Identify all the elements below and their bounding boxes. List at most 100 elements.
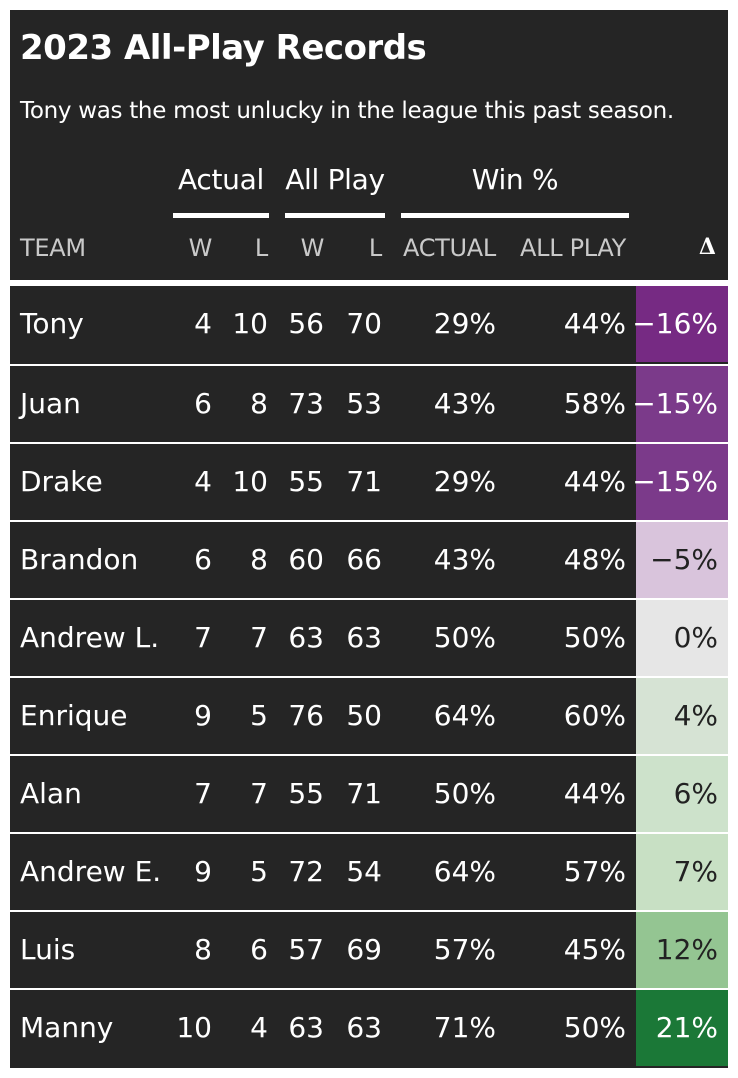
delta-value: −15% xyxy=(632,387,718,420)
table-row: Juan 6 8 73 53 43% 58% −15% xyxy=(10,364,728,442)
cell-allplay-l: 63 xyxy=(346,621,382,654)
cell-win-actual: 64% xyxy=(433,699,496,732)
cell-actual-w: 9 xyxy=(194,699,212,732)
table-row: Alan 7 7 55 71 50% 44% 6% xyxy=(10,754,728,832)
cell-allplay-w: 76 xyxy=(288,699,324,732)
delta-cell: −16% xyxy=(632,286,728,362)
table-row: Tony 4 10 56 70 29% 44% −16% xyxy=(10,286,728,364)
cell-actual-w: 7 xyxy=(194,777,212,810)
delta-value: 0% xyxy=(673,621,718,654)
cell-actual-w: 4 xyxy=(194,465,212,498)
cell-actual-w: 8 xyxy=(194,933,212,966)
cell-actual-l: 5 xyxy=(250,699,268,732)
cell-actual-w: 6 xyxy=(194,543,212,576)
cell-win-allplay: 50% xyxy=(563,1011,626,1044)
delta-value: −15% xyxy=(632,465,718,498)
header-divider xyxy=(10,280,728,286)
cell-actual-l: 10 xyxy=(232,465,268,498)
cell-allplay-w: 72 xyxy=(288,855,324,888)
cell-allplay-w: 63 xyxy=(288,1011,324,1044)
cell-allplay-l: 50 xyxy=(346,699,382,732)
column-header-actual-w: W xyxy=(188,234,213,262)
cell-win-actual: 57% xyxy=(433,933,496,966)
cell-win-allplay: 44% xyxy=(563,307,626,340)
cell-actual-w: 10 xyxy=(176,1011,212,1044)
cell-actual-l: 8 xyxy=(250,543,268,576)
cell-actual-l: 6 xyxy=(250,933,268,966)
cell-win-actual: 43% xyxy=(433,387,496,420)
cell-actual-l: 5 xyxy=(250,855,268,888)
cell-team: Luis xyxy=(20,933,76,966)
cell-team: Drake xyxy=(20,465,103,498)
table-row: Andrew E. 9 5 72 54 64% 57% 7% xyxy=(10,832,728,910)
cell-team: Brandon xyxy=(20,543,139,576)
cell-win-actual: 71% xyxy=(433,1011,496,1044)
table-subtitle: Tony was the most unlucky in the league … xyxy=(20,98,674,124)
column-header-allplay-l: L xyxy=(368,234,382,262)
cell-allplay-l: 71 xyxy=(346,465,382,498)
cell-win-actual: 29% xyxy=(433,307,496,340)
cell-actual-w: 9 xyxy=(194,855,212,888)
cell-allplay-l: 70 xyxy=(346,307,382,340)
column-header-win-allplay: ALL PLAY xyxy=(520,234,626,262)
group-header-win-pct: Win % xyxy=(401,160,629,218)
table-row: Andrew L. 7 7 63 63 50% 50% 0% xyxy=(10,598,728,676)
cell-win-allplay: 45% xyxy=(563,933,626,966)
delta-cell: 4% xyxy=(636,678,728,754)
column-header-actual-l: L xyxy=(254,234,268,262)
cell-actual-l: 8 xyxy=(250,387,268,420)
table-row: Drake 4 10 55 71 29% 44% −15% xyxy=(10,442,728,520)
delta-value: 7% xyxy=(673,855,718,888)
cell-team: Andrew L. xyxy=(20,621,160,654)
table-title: 2023 All-Play Records xyxy=(20,28,427,68)
cell-team: Manny xyxy=(20,1011,114,1044)
cell-win-allplay: 60% xyxy=(563,699,626,732)
delta-value: 6% xyxy=(673,777,718,810)
delta-value: −5% xyxy=(650,543,718,576)
cell-allplay-w: 55 xyxy=(288,777,324,810)
cell-win-allplay: 50% xyxy=(563,621,626,654)
delta-value: 12% xyxy=(655,933,718,966)
table-card: 2023 All-Play Records Tony was the most … xyxy=(10,10,728,1068)
delta-value: 4% xyxy=(673,699,718,732)
cell-win-actual: 50% xyxy=(433,777,496,810)
delta-cell: 6% xyxy=(636,756,728,832)
cell-allplay-l: 66 xyxy=(346,543,382,576)
cell-allplay-w: 56 xyxy=(288,307,324,340)
cell-actual-w: 6 xyxy=(194,387,212,420)
cell-allplay-w: 73 xyxy=(288,387,324,420)
cell-allplay-w: 63 xyxy=(288,621,324,654)
group-header-actual: Actual xyxy=(173,160,269,218)
cell-actual-l: 10 xyxy=(232,307,268,340)
delta-cell: 0% xyxy=(636,600,728,676)
group-header-all-play: All Play xyxy=(285,160,385,218)
cell-team: Andrew E. xyxy=(20,855,162,888)
delta-cell: 21% xyxy=(636,990,728,1066)
cell-allplay-l: 69 xyxy=(346,933,382,966)
cell-allplay-l: 53 xyxy=(346,387,382,420)
cell-win-allplay: 44% xyxy=(563,777,626,810)
cell-allplay-l: 54 xyxy=(346,855,382,888)
delta-cell: −5% xyxy=(636,522,728,598)
column-header-allplay-w: W xyxy=(300,234,325,262)
column-header-win-actual: ACTUAL xyxy=(403,234,496,262)
table-row: Brandon 6 8 60 66 43% 48% −5% xyxy=(10,520,728,598)
cell-win-actual: 43% xyxy=(433,543,496,576)
cell-actual-w: 4 xyxy=(194,307,212,340)
cell-actual-l: 7 xyxy=(250,777,268,810)
table-row: Luis 8 6 57 69 57% 45% 12% xyxy=(10,910,728,988)
table-row: Enrique 9 5 76 50 64% 60% 4% xyxy=(10,676,728,754)
column-header-team: TEAM xyxy=(20,234,86,262)
table-row: Manny 10 4 63 63 71% 50% 21% xyxy=(10,988,728,1066)
cell-team: Alan xyxy=(20,777,82,810)
cell-actual-l: 7 xyxy=(250,621,268,654)
delta-value: 21% xyxy=(655,1011,718,1044)
cell-win-actual: 64% xyxy=(433,855,496,888)
cell-allplay-w: 57 xyxy=(288,933,324,966)
cell-allplay-w: 55 xyxy=(288,465,324,498)
cell-win-actual: 50% xyxy=(433,621,496,654)
column-header-delta: Δ xyxy=(698,234,716,260)
cell-actual-w: 7 xyxy=(194,621,212,654)
cell-allplay-l: 71 xyxy=(346,777,382,810)
cell-win-actual: 29% xyxy=(433,465,496,498)
